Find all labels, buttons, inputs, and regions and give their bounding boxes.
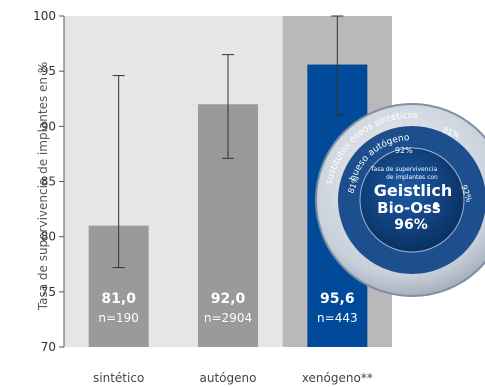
y-tick-label-80: 80 [41, 230, 56, 244]
category-label-0: sintético [93, 371, 144, 385]
y-axis: 70 75 80 85 90 95 100 [33, 9, 65, 354]
seal-brand-pct: 96% [394, 217, 428, 233]
category-label-2: xenógeno** [302, 371, 373, 385]
y-tick-label-85: 85 [41, 175, 56, 189]
y-tick-label-95: 95 [41, 64, 56, 78]
seal-center-line1: Tasa de supervivencia [370, 166, 438, 173]
bar-value-label-0: 81,0 [101, 291, 136, 307]
bar-n-label-2: n=443 [317, 311, 358, 325]
bar-n-label-1: n=2904 [204, 311, 252, 325]
y-tick-label-75: 75 [41, 285, 56, 299]
bar-value-label-2: 95,6 [320, 291, 355, 307]
seal-pct-92: 92% [395, 146, 413, 155]
seal-brand-2: Bio-Oss [377, 199, 441, 217]
y-tick-label-70: 70 [41, 340, 56, 354]
seal-center-line2: de implantes con [386, 174, 438, 181]
y-tick-label-100: 100 [33, 9, 56, 23]
error-bars [112, 15, 344, 269]
bar-value-label-1: 92,0 [211, 291, 246, 307]
bar-labels: 81,0 n=190 92,0 n=2904 95,6 n=443 [98, 291, 357, 325]
seal-brand-1: Geistlich [374, 181, 452, 200]
y-tick-label-90: 90 [41, 119, 56, 133]
seal-core [359, 147, 465, 253]
y-axis-label: Tasa de supervivencia de implantes en % [36, 62, 50, 311]
seal-dot [433, 202, 439, 208]
bar-n-label-0: n=190 [98, 311, 139, 325]
geistlich-seal: sustitutos óseos sintéticos hueso autóge… [315, 103, 485, 297]
category-labels: sintético autógeno xenógeno** [93, 371, 373, 385]
category-label-1: autógeno [200, 371, 257, 385]
